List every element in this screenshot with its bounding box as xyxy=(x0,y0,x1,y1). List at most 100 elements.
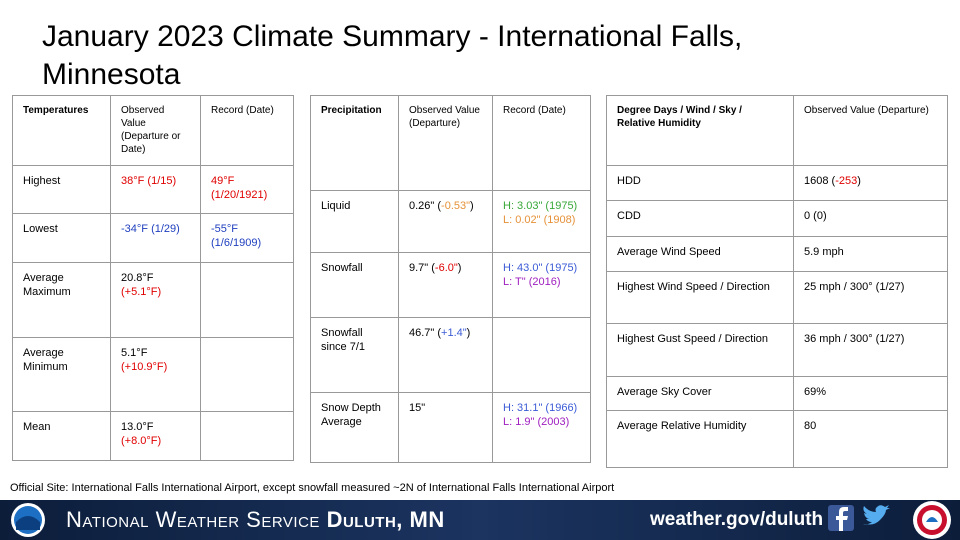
header-cell: Record (Date) xyxy=(200,95,294,166)
table-cell: Average Minimum xyxy=(12,337,111,412)
cell-text: Mean xyxy=(23,421,51,433)
cell-text: Average Minimum xyxy=(23,347,68,373)
header-cell: Observed Value (Departure) xyxy=(398,95,493,191)
cell-text: 20.8°F xyxy=(121,272,154,284)
cell-text: 46.7" ( xyxy=(409,327,442,339)
table-cell: 5.9 mph xyxy=(793,236,948,272)
table-cell: Average Relative Humidity xyxy=(606,410,794,468)
table-cell: Highest Gust Speed / Direction xyxy=(606,323,794,377)
table-row: Snow Depth Average 15" H: 31.1" (1966) L: 1… xyxy=(310,392,591,463)
data-table: Temperatures Observed Value (Departure or… xyxy=(12,95,294,461)
table-cell xyxy=(200,337,294,412)
agency: National Weather Service xyxy=(66,507,320,532)
table-cell: 49°F (1/20/1921) xyxy=(200,165,294,214)
footer-banner: National Weather Service Duluth, MN weat… xyxy=(0,500,960,540)
table-cell: Average Maximum xyxy=(12,262,111,338)
twitter-icon[interactable] xyxy=(863,505,890,525)
cell-text: Highest Gust Speed / Direction xyxy=(617,333,769,345)
cell-text: -0.53" xyxy=(441,200,471,212)
table-row: Average Sky Cover 69% xyxy=(606,376,948,411)
table-cell: 15" xyxy=(398,392,493,463)
facebook-f xyxy=(836,507,848,531)
table-cell: HDD xyxy=(606,165,794,201)
table-body: Liquid 0.26" (-0.53") H: 3.03" (1975) L: 0.… xyxy=(310,190,591,463)
cell-text: 13.0°F xyxy=(121,421,154,433)
table-cell: Average Wind Speed xyxy=(606,236,794,272)
cell-text: +1.4" xyxy=(441,327,467,339)
table-row: Average Minimum 5.1°F (+10.9°F) xyxy=(12,337,294,412)
cell-text: ) xyxy=(857,175,861,187)
table-row: HDD 1608 (-253) xyxy=(606,165,948,201)
table-row: CDD 0 (0) xyxy=(606,200,948,237)
cell-text: Average Maximum xyxy=(23,272,71,298)
table-cell: 69% xyxy=(793,376,948,411)
cell-text: 9.7" ( xyxy=(409,262,435,274)
cell-text: 5.1°F xyxy=(121,347,148,359)
table-row: Highest Wind Speed / Direction 25 mph / 3… xyxy=(606,271,948,324)
cell-text: Liquid xyxy=(321,200,351,212)
table-row: Average Wind Speed 5.9 mph xyxy=(606,236,948,272)
table-row: Snowfall 9.7" (-6.0") H: 43.0" (1975) L: T"… xyxy=(310,252,591,318)
cell-text: Average Sky Cover xyxy=(617,386,712,398)
table-row: Average Relative Humidity 80 xyxy=(606,410,948,468)
data-table: Degree Days / Wind / Sky / Relative Humi… xyxy=(606,95,948,468)
cell-text: L: 0.02" (1908) xyxy=(503,214,576,226)
table-cell: 0.26" (-0.53") xyxy=(398,190,493,253)
noaa-logo-bird xyxy=(16,516,40,530)
table-cell: H: 31.1" (1966) L: 1.9" (2003) xyxy=(492,392,591,463)
table-cell xyxy=(492,317,591,393)
cell-text: 1608 ( xyxy=(804,175,836,187)
header-cell: Record (Date) xyxy=(492,95,591,191)
website[interactable]: weather.gov/duluth xyxy=(650,509,824,530)
cell-text: H: 43.0" (1975) xyxy=(503,262,578,274)
cell-text: Average Relative Humidity xyxy=(617,420,747,432)
cell-text: H: 31.1" (1966) xyxy=(503,402,578,414)
footnote: Official Site: International Falls Inter… xyxy=(10,482,615,494)
cell-text: Highest xyxy=(23,175,61,187)
table-cell: 36 mph / 300° (1/27) xyxy=(793,323,948,377)
table-cell: 25 mph / 300° (1/27) xyxy=(793,271,948,324)
cell-text: 25 mph / 300° (1/27) xyxy=(804,281,905,293)
header-row: Temperatures Observed Value (Departure or… xyxy=(12,95,294,166)
cell-text: 80 xyxy=(804,420,817,432)
table-cell: Liquid xyxy=(310,190,399,253)
cell-text: ) xyxy=(466,327,471,339)
table-cell: 80 xyxy=(793,410,948,468)
cell-text: H: 3.03" (1975) xyxy=(503,200,578,212)
table-cell: Lowest xyxy=(12,213,111,263)
table-cell: 0 (0) xyxy=(793,200,948,237)
table-cell: Highest Wind Speed / Direction xyxy=(606,271,794,324)
header-cell: Degree Days / Wind / Sky / Relative Humi… xyxy=(606,95,794,166)
slide-title: January 2023 Climate Summary - Internati… xyxy=(42,20,743,91)
cell-text: (+10.9°F) xyxy=(121,361,168,373)
cell-text: Snowfall since 7/1 xyxy=(321,327,366,353)
cell-text: Snow Depth Average xyxy=(321,402,381,428)
table-row: Liquid 0.26" (-0.53") H: 3.03" (1975) L: 0.… xyxy=(310,190,591,253)
table-row: Highest Gust Speed / Direction 36 mph / 3… xyxy=(606,323,948,377)
table-cell xyxy=(200,411,294,461)
cell-text: L: 1.9" (2003) xyxy=(503,416,570,428)
table-cell: H: 3.03" (1975) L: 0.02" (1908) xyxy=(492,190,591,253)
table-cell: Mean xyxy=(12,411,111,461)
header-row: Degree Days / Wind / Sky / Relative Humi… xyxy=(606,95,948,166)
table-cell: 20.8°F (+5.1°F) xyxy=(110,262,201,338)
table-row: Snowfall since 7/1 46.7" (+1.4") xyxy=(310,317,591,393)
header-row: Precipitation Observed Value (Departure) R… xyxy=(310,95,591,191)
table-header: Temperatures Observed Value (Departure or… xyxy=(12,95,294,166)
cell-text: -34°F (1/29) xyxy=(121,223,180,235)
cell-text: 49°F (1/20/1921) xyxy=(211,175,268,201)
cell-text: -55°F (1/6/1909) xyxy=(211,223,262,249)
nws-logo-mark xyxy=(926,517,938,522)
header-cell: Precipitation xyxy=(310,95,399,191)
table-cell: H: 43.0" (1975) L: T" (2016) xyxy=(492,252,591,318)
table-cell: 5.1°F (+10.9°F) xyxy=(110,337,201,412)
cell-text: 0.26" ( xyxy=(409,200,442,212)
table-cell xyxy=(200,262,294,338)
table-cell: -55°F (1/6/1909) xyxy=(200,213,294,263)
cell-text: 15" xyxy=(409,402,426,414)
table-cell: 46.7" (+1.4") xyxy=(398,317,493,393)
table-cell: Highest xyxy=(12,165,111,214)
header-cell: Temperatures xyxy=(12,95,111,166)
cell-text: -253 xyxy=(835,175,858,187)
cell-text: CDD xyxy=(617,210,641,222)
